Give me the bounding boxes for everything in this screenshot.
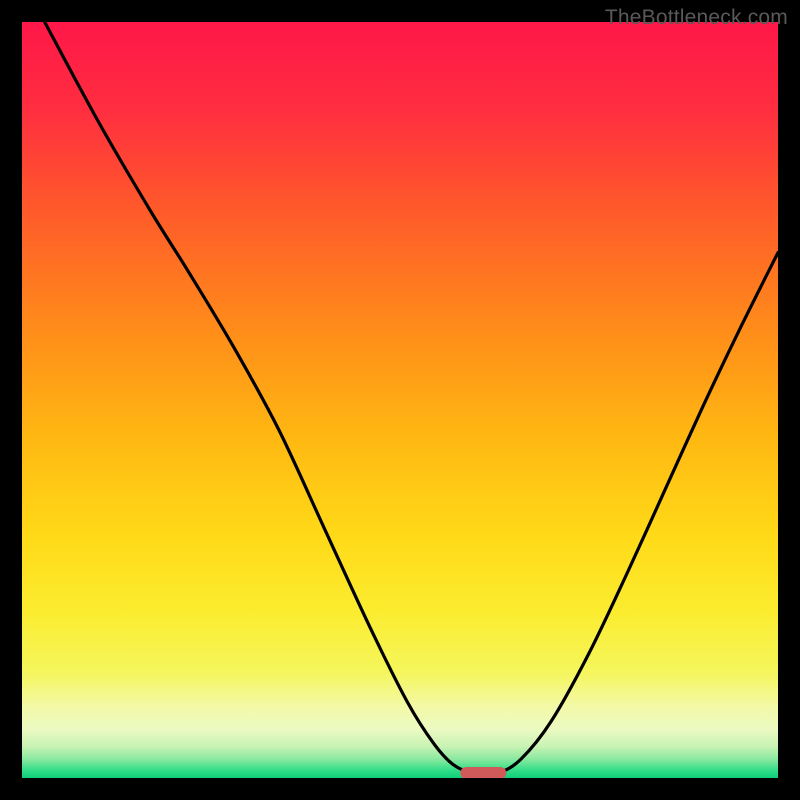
- watermark-text: TheBottleneck.com: [605, 6, 788, 30]
- optimal-marker: [460, 767, 505, 778]
- bottleneck-curve: [22, 22, 778, 778]
- plot-area: [22, 22, 778, 778]
